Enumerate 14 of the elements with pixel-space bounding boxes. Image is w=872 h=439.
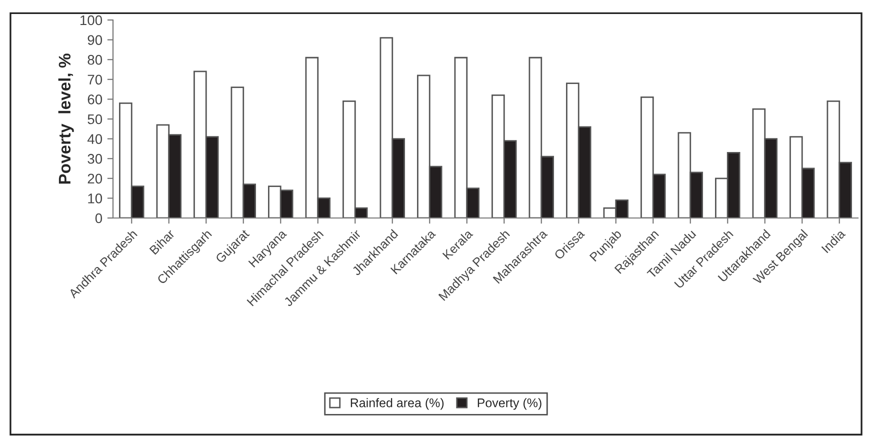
y-tick-label: 60 bbox=[88, 94, 102, 104]
y-tick-label: 20 bbox=[88, 174, 102, 184]
y-tick-label: 90 bbox=[88, 35, 102, 45]
y-tick-label: 80 bbox=[88, 54, 102, 65]
legend-label: Rainfed area (%) bbox=[350, 398, 444, 410]
legend-label: Poverty (%) bbox=[478, 398, 542, 410]
y-tick-label: 100 bbox=[80, 15, 102, 26]
y-axis-title: Poverty level, % bbox=[58, 54, 74, 184]
y-tick-label: 0 bbox=[95, 213, 102, 224]
y-tick-label: 70 bbox=[88, 74, 102, 85]
y-tick-label: 40 bbox=[87, 134, 102, 144]
y-tick-label: 30 bbox=[88, 154, 102, 164]
y-tick-label: 50 bbox=[88, 114, 102, 124]
y-tick-label: 10 bbox=[88, 194, 102, 204]
